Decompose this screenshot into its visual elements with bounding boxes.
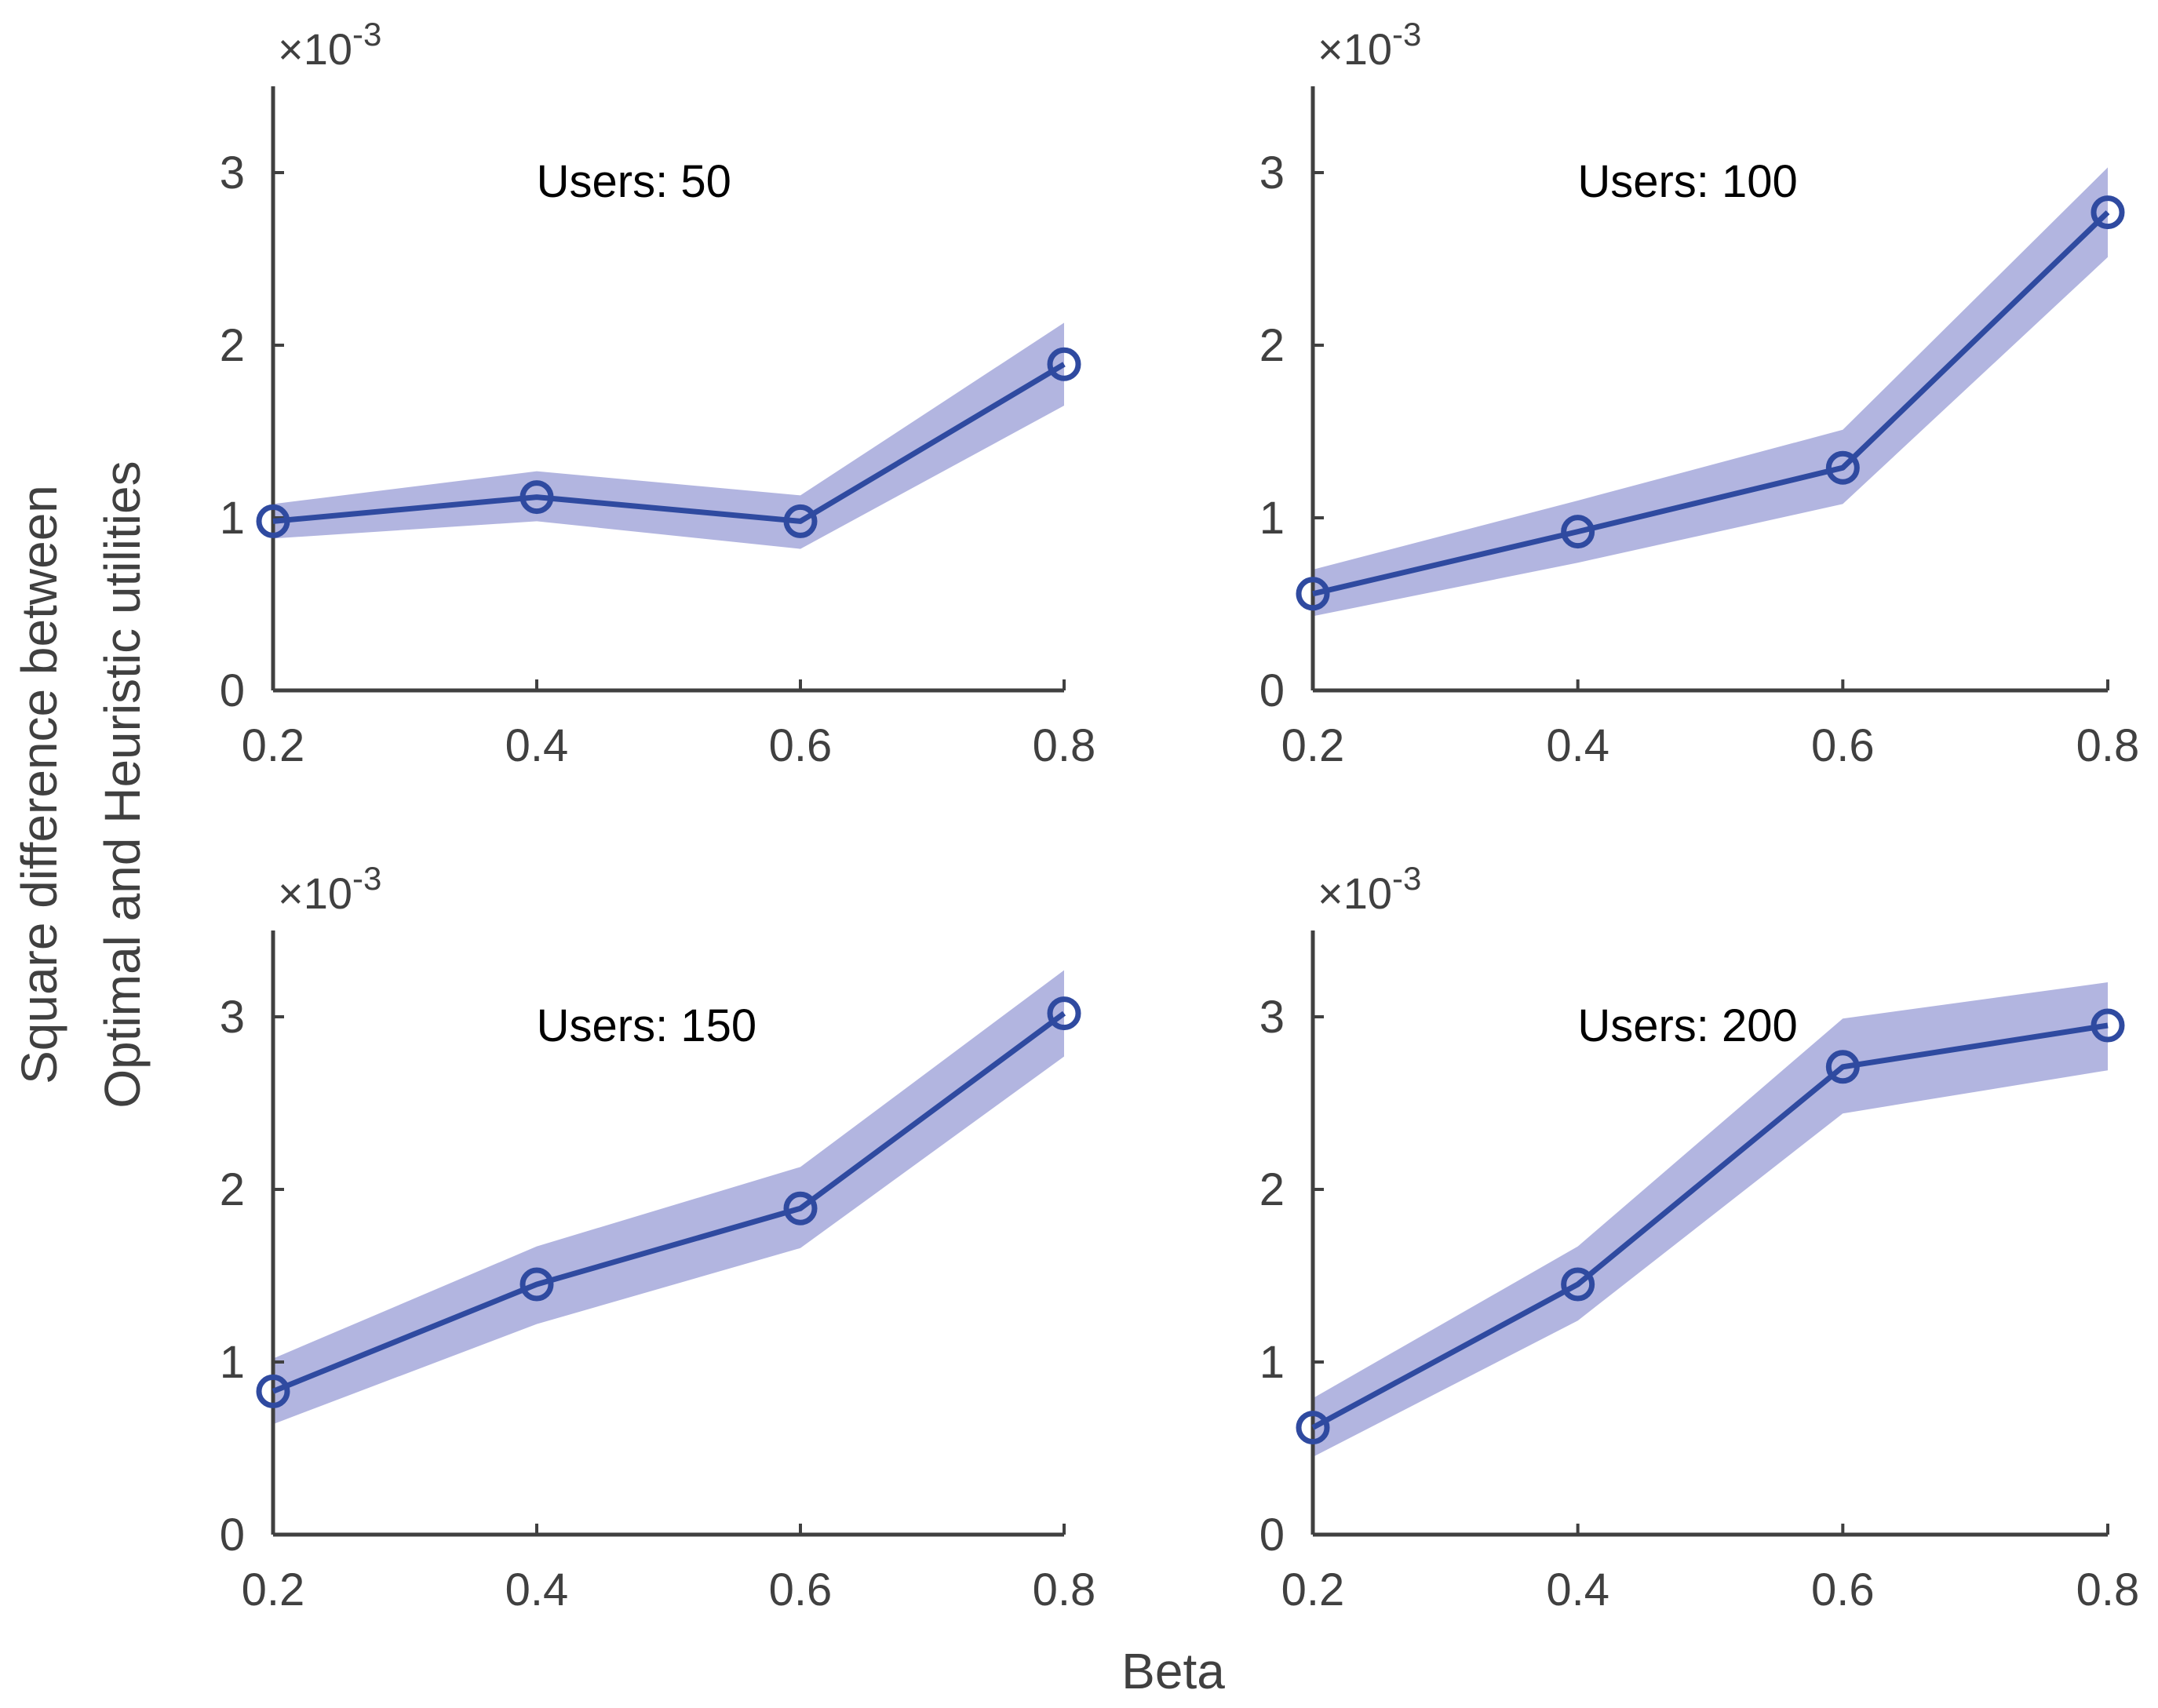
users-annotation: Users: 100 (1577, 156, 1797, 207)
subplot-4: 0 1 2 3 0.2 0.4 0.6 0.8 ×10-3 Users: 200 (1259, 860, 2140, 1615)
mean-line (272, 362, 1066, 524)
data-point-marker (1561, 1267, 1595, 1302)
y-axis-title-line1: Square difference between (11, 485, 67, 1084)
y-tick-label: 2 (220, 320, 245, 371)
x-tick-label: 0.6 (1811, 720, 1875, 771)
x-tick-label: 0.6 (1811, 1564, 1875, 1615)
x-tick-label: 0.6 (769, 1564, 833, 1615)
data-point-marker (1825, 1050, 1860, 1084)
data-point-marker (1047, 996, 1081, 1031)
subplot-grid: 0 1 2 3 0.2 0.4 0.6 0.8 ×10-3 Users: 50 0 1 2 3 0.2 0.4… (220, 16, 2140, 1615)
mean-line (1312, 210, 2110, 597)
subplot-2: 0 1 2 3 0.2 0.4 0.6 0.8 ×10-3 Users: 100 (1259, 16, 2140, 771)
data-point-marker (519, 480, 554, 515)
x-tick-label: 0.8 (2076, 720, 2140, 771)
x-tick-label: 0.4 (1546, 720, 1609, 771)
data-point-marker (1296, 1411, 1330, 1445)
x-tick-label: 0.8 (2076, 1564, 2140, 1615)
x-tick-label: 0.2 (242, 1564, 305, 1615)
y-tick-label: 1 (1259, 493, 1285, 544)
x-tick-label: 0.4 (1546, 1564, 1609, 1615)
y-tick-label: 0 (1259, 665, 1285, 716)
axis-exponent-label: ×10-3 (278, 860, 381, 918)
data-point-marker (256, 1374, 290, 1408)
y-tick-label: 1 (220, 493, 245, 544)
y-tick-label: 3 (1259, 992, 1285, 1043)
users-annotation: Users: 200 (1577, 1000, 1797, 1051)
data-point-marker (1296, 577, 1330, 611)
x-tick-label: 0.4 (505, 720, 569, 771)
axis-exponent-label: ×10-3 (278, 16, 381, 74)
y-tick-label: 3 (220, 992, 245, 1043)
data-point-marker (1047, 347, 1081, 381)
y-tick-label: 0 (220, 1510, 245, 1561)
y-tick-label: 2 (220, 1164, 245, 1215)
y-tick-label: 2 (1259, 320, 1285, 371)
users-annotation: Users: 150 (537, 1000, 756, 1051)
data-point-marker (1561, 515, 1595, 549)
mean-line (1311, 1022, 2109, 1430)
data-point-marker (2091, 195, 2125, 230)
y-axis-title-line2: Optimal and Heuristic utilities (94, 461, 151, 1108)
axis-exponent-label: ×10-3 (1318, 860, 1421, 918)
y-tick-label: 1 (220, 1337, 245, 1388)
data-point-marker (519, 1267, 554, 1302)
data-point-marker (256, 504, 290, 538)
x-tick-label: 0.8 (1033, 720, 1096, 771)
x-axis-title: Beta (1121, 1643, 1225, 1699)
x-tick-label: 0.8 (1033, 1564, 1096, 1615)
y-tick-label: 2 (1259, 1164, 1285, 1215)
confidence-band (1313, 982, 2108, 1457)
x-tick-label: 0.4 (505, 1564, 569, 1615)
x-tick-label: 0.2 (1281, 720, 1345, 771)
mean-line (272, 1011, 1066, 1394)
data-point-marker (783, 504, 818, 538)
confidence-band (1313, 167, 2108, 617)
y-tick-label: 3 (220, 147, 245, 198)
data-point-marker (783, 1191, 818, 1225)
y-tick-label: 0 (1259, 1510, 1285, 1561)
y-tick-label: 0 (220, 665, 245, 716)
subplot-3: 0 1 2 3 0.2 0.4 0.6 0.8 ×10-3 Users: 150 (220, 860, 1096, 1615)
users-annotation: Users: 50 (537, 156, 731, 207)
x-tick-label: 0.2 (1281, 1564, 1345, 1615)
axis-exponent-label: ×10-3 (1318, 16, 1421, 74)
confidence-band (273, 322, 1064, 549)
x-tick-label: 0.2 (242, 720, 305, 771)
data-point-marker (1825, 450, 1860, 485)
x-tick-label: 0.6 (769, 720, 833, 771)
y-tick-label: 3 (1259, 147, 1285, 198)
data-point-marker (2091, 1008, 2125, 1043)
subplot-1: 0 1 2 3 0.2 0.4 0.6 0.8 ×10-3 Users: 50 (220, 16, 1096, 771)
y-tick-label: 1 (1259, 1337, 1285, 1388)
